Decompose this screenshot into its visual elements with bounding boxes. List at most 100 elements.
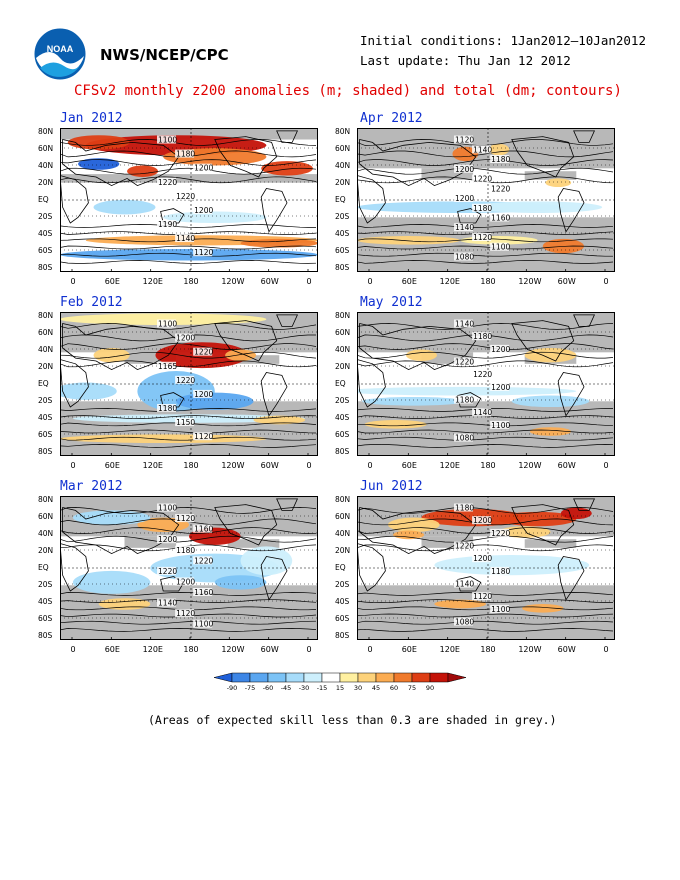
coastline [573,498,596,511]
lon-tick-label: 120E [142,277,163,286]
lon-tick-label: 0 [603,461,609,470]
contour-label: 1140 [176,234,195,243]
lat-tick-label: 40S [38,229,53,238]
lat-tick-label: 60S [335,614,350,623]
anomaly-shading [72,510,151,525]
contour-label: 1220 [491,529,510,538]
lat-tick-label: 60N [38,328,54,337]
contour-label: 1220 [158,178,177,187]
colorbar-swatch [393,672,413,683]
panel-title: Jun 2012 [360,479,423,494]
contour-label: 1180 [176,150,195,159]
lat-tick-label: 60S [38,246,53,255]
height-contour [60,260,317,264]
lon-tick-label: 60E [401,461,417,470]
height-contour [357,444,614,448]
lon-tick-label: 120W [518,645,542,654]
contour-label: 1100 [158,504,177,513]
lat-tick-label: 60N [38,512,54,521]
colorbar-tick-label: 60 [390,684,398,692]
contour-label: 1220 [455,542,474,551]
lat-tick-label: 20S [335,396,350,405]
contour-label: 1160 [194,525,213,534]
height-contour [357,360,614,368]
lon-tick-label: 0 [306,461,312,470]
anomaly-shading [78,158,120,170]
low-skill-region [60,128,318,140]
contour-label: 1080 [455,252,474,261]
coastline [573,314,596,327]
coastline [214,320,278,362]
contour-label: 1160 [491,214,510,223]
low-skill-region [124,536,177,548]
colorbar-swatch [429,672,449,683]
colorbar: -90 -75 -60 -45 -30 -15 15 30 45 60 75 90 [213,672,467,692]
contour-label: 1200 [194,206,213,215]
colorbar-tick-label: -45 [281,684,292,692]
coastline [457,576,482,592]
height-contour [357,518,614,526]
panel-frame [357,128,615,272]
lat-tick-label: EQ [38,563,49,572]
map-panel: 1140 1180 1200 1220 1220 1200 1180 1140 1100 1080 [357,312,615,456]
anomaly-shading [473,201,603,213]
height-contour [60,159,317,166]
lat-tick-label: 20N [38,178,54,187]
colorbar-tick-label: -90 [227,684,238,692]
height-contour [357,252,613,257]
contour-label: 1200 [455,194,474,203]
lon-tick-label: 60W [260,645,279,654]
contour-label: 1180 [473,204,492,213]
colorbar-swatch [321,672,341,683]
contour-label: 1220 [473,370,492,379]
contour-label: 1160 [194,588,213,597]
low-skill-region [524,171,577,180]
contour-label: 1220 [455,358,474,367]
contour-label: 1180 [158,404,177,413]
anomaly-shading [364,420,427,429]
lon-tick-label: 60E [104,277,120,286]
lat-tick-label: 40S [38,597,53,606]
lon-tick-label: 60E [104,461,120,470]
height-contour [60,628,317,632]
height-contour [60,360,317,368]
lat-tick-label: 60N [335,328,351,337]
height-contour [60,176,317,184]
colorbar-tick-label: -60 [263,684,274,692]
colorbar-tick-label: 90 [426,684,434,692]
lon-tick-label: 0 [70,645,76,654]
lon-tick-label: 0 [367,461,373,470]
height-contour [60,507,317,514]
lat-tick-label: 80N [335,311,351,320]
contour-label: 1220 [176,192,195,201]
lon-tick-label: 120E [142,645,163,654]
height-contour [357,613,614,618]
low-skill-region [524,539,577,548]
anomaly-shading [261,161,313,176]
colorbar-tick-label: -15 [317,684,328,692]
anomaly-shading [393,530,425,540]
lat-tick-label: 80N [335,127,351,136]
colorbar-swatch [375,672,395,683]
anomaly-shading [357,236,461,245]
lat-tick-label: 80N [38,311,54,320]
lat-tick-label: 80S [38,631,53,640]
lon-tick-label: 60E [104,645,120,654]
lat-tick-label: 60S [335,246,350,255]
height-contour [357,323,614,330]
height-contour [357,150,614,158]
height-contour [357,245,614,250]
colorbar-swatch [285,672,305,683]
contour-label: 1200 [176,577,195,586]
contour-label: 1200 [194,164,213,173]
contour-label: 1220 [491,184,510,193]
lon-tick-label: 120E [142,461,163,470]
anomaly-shading [60,382,117,400]
colorbar-tick-label: 30 [354,684,362,692]
map-panel: 1100 1180 1200 1220 1220 1200 1190 1140 1120 [60,128,318,272]
lat-tick-label: 20S [38,212,53,221]
noaa-logo-text: NOAA [47,44,74,54]
height-contour [60,139,317,146]
map-panel: 1180 1200 1220 1220 1200 1180 1140 1120 1100 1080 [357,496,615,640]
lon-tick-label: 180 [183,277,199,286]
